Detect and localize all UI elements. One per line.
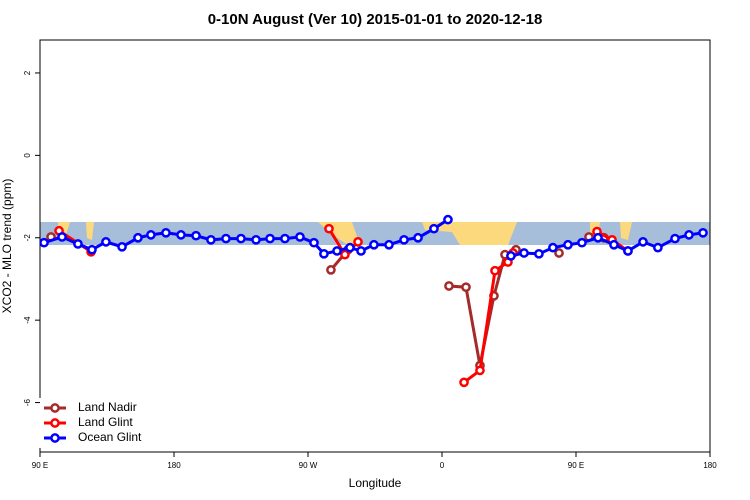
data-point [221, 233, 231, 244]
data-point [698, 227, 708, 238]
data-point [133, 232, 143, 243]
data-point [577, 237, 587, 248]
legend-marker [50, 403, 60, 413]
y-tick-label: 0 [23, 153, 32, 158]
data-point [161, 227, 171, 238]
y-axis-label: XCO2 - MLO trend (ppm) [0, 179, 14, 314]
legend-label: Land Nadir [78, 400, 137, 414]
data-point [554, 248, 564, 258]
land [422, 222, 517, 245]
data-point [206, 234, 216, 245]
y-tick-label: -6 [23, 398, 32, 406]
data-point [369, 239, 379, 250]
data-point [236, 233, 246, 244]
data-point [519, 248, 529, 258]
data-point [653, 242, 663, 253]
data-point [548, 242, 558, 253]
series-line [329, 235, 605, 366]
data-point [490, 265, 500, 276]
data-point [295, 232, 305, 242]
data-point [309, 237, 319, 248]
x-tick-label: 90 E [32, 461, 48, 470]
data-point [384, 239, 394, 250]
data-point [684, 230, 694, 240]
data-point [326, 265, 336, 275]
data-point [101, 237, 111, 247]
x-tick-label: 0 [440, 461, 445, 470]
data-point [332, 246, 342, 256]
data-point [475, 365, 485, 376]
data-point [265, 233, 275, 244]
plot-frame [39, 39, 711, 453]
legend-label: Ocean Glint [78, 430, 142, 444]
data-point [191, 230, 201, 241]
data-point [534, 248, 544, 259]
plot-area [40, 214, 708, 388]
land [86, 222, 94, 240]
data-point [146, 230, 156, 240]
x-tick-label: 90 W [299, 461, 318, 470]
y-tick-label: 2 [23, 70, 32, 75]
x-tick-label: 90 E [568, 461, 584, 470]
data-point [429, 223, 439, 234]
x-axis-label: Longitude [349, 476, 402, 490]
data-point [623, 246, 633, 256]
data-point [609, 239, 619, 250]
data-point [117, 241, 127, 252]
y-tick-label: -4 [23, 316, 32, 324]
data-point [593, 232, 603, 243]
legend-marker [50, 418, 60, 428]
data-point [356, 246, 366, 256]
data-point [353, 237, 363, 247]
data-point [280, 233, 290, 244]
data-point [670, 233, 680, 244]
data-point [563, 239, 573, 250]
x-tick-label: 180 [167, 461, 181, 470]
data-point [251, 234, 261, 245]
data-point [459, 377, 469, 388]
data-point [461, 282, 471, 293]
data-point [57, 232, 67, 242]
data-point [345, 242, 355, 253]
data-point [443, 214, 453, 225]
data-point [413, 232, 423, 243]
data-point [399, 234, 409, 245]
y-tick-label: -2 [23, 234, 32, 242]
data-point [638, 237, 648, 247]
data-point [176, 230, 186, 240]
legend-label: Land Glint [78, 415, 133, 429]
data-point [319, 248, 329, 259]
data-point [444, 281, 454, 291]
data-point [340, 249, 350, 260]
legend-marker [50, 433, 60, 443]
data-point [324, 223, 334, 234]
data-point [506, 251, 516, 261]
data-point [73, 239, 83, 249]
chart-title: 0-10N August (Ver 10) 2015-01-01 to 2020… [208, 11, 543, 28]
data-point [40, 237, 49, 248]
x-tick-label: 180 [703, 461, 717, 470]
data-point [87, 244, 97, 255]
land [620, 222, 632, 240]
